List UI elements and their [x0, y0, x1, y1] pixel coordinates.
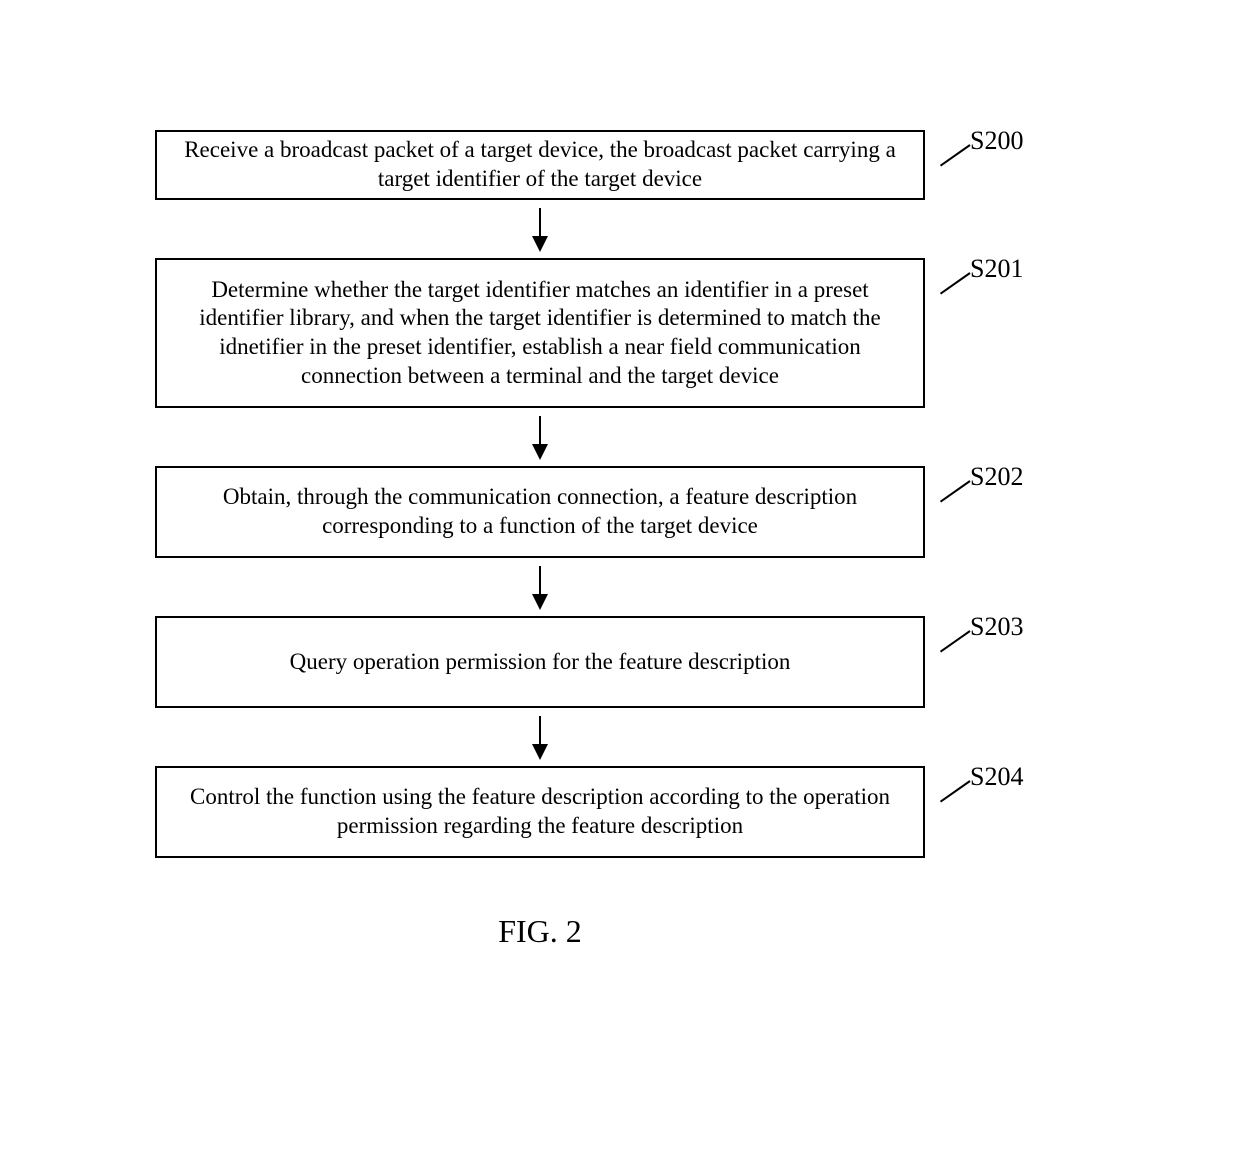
connector-line-icon	[940, 272, 971, 294]
figure-label: FIG. 2	[155, 913, 925, 950]
step-label-s201: S201	[970, 254, 1023, 284]
flow-step-4: Control the function using the feature d…	[155, 766, 1085, 858]
step-label-s200: S200	[970, 126, 1023, 156]
down-arrow-icon	[539, 416, 541, 458]
arrow-container	[155, 558, 925, 616]
flow-box-s201: Determine whether the target identifier …	[155, 258, 925, 408]
flowchart-container: Receive a broadcast packet of a target d…	[155, 130, 1085, 950]
down-arrow-icon	[539, 566, 541, 608]
flow-box-text: Obtain, through the communication connec…	[175, 483, 905, 541]
down-arrow-icon	[539, 716, 541, 758]
connector-line-icon	[940, 144, 971, 166]
flow-step-1: Determine whether the target identifier …	[155, 258, 1085, 408]
step-label-s204: S204	[970, 762, 1023, 792]
step-id-text: S203	[970, 612, 1023, 641]
flow-box-s204: Control the function using the feature d…	[155, 766, 925, 858]
arrow-container	[155, 708, 925, 766]
flow-step-3: Query operation permission for the featu…	[155, 616, 1085, 708]
flow-box-text: Query operation permission for the featu…	[290, 648, 791, 677]
connector-line-icon	[940, 780, 971, 802]
arrow-container	[155, 200, 925, 258]
step-label-s203: S203	[970, 612, 1023, 642]
connector-line-icon	[940, 480, 971, 502]
arrow-container	[155, 408, 925, 466]
flow-box-text: Control the function using the feature d…	[175, 783, 905, 841]
step-id-text: S204	[970, 762, 1023, 791]
step-id-text: S202	[970, 462, 1023, 491]
connector-line-icon	[940, 630, 971, 652]
flow-box-s202: Obtain, through the communication connec…	[155, 466, 925, 558]
step-label-s202: S202	[970, 462, 1023, 492]
flow-box-s200: Receive a broadcast packet of a target d…	[155, 130, 925, 200]
step-id-text: S201	[970, 254, 1023, 283]
flow-box-text: Determine whether the target identifier …	[175, 276, 905, 391]
step-id-text: S200	[970, 126, 1023, 155]
down-arrow-icon	[539, 208, 541, 250]
flow-step-0: Receive a broadcast packet of a target d…	[155, 130, 1085, 200]
flow-box-text: Receive a broadcast packet of a target d…	[175, 136, 905, 194]
flow-step-2: Obtain, through the communication connec…	[155, 466, 1085, 558]
flow-box-s203: Query operation permission for the featu…	[155, 616, 925, 708]
